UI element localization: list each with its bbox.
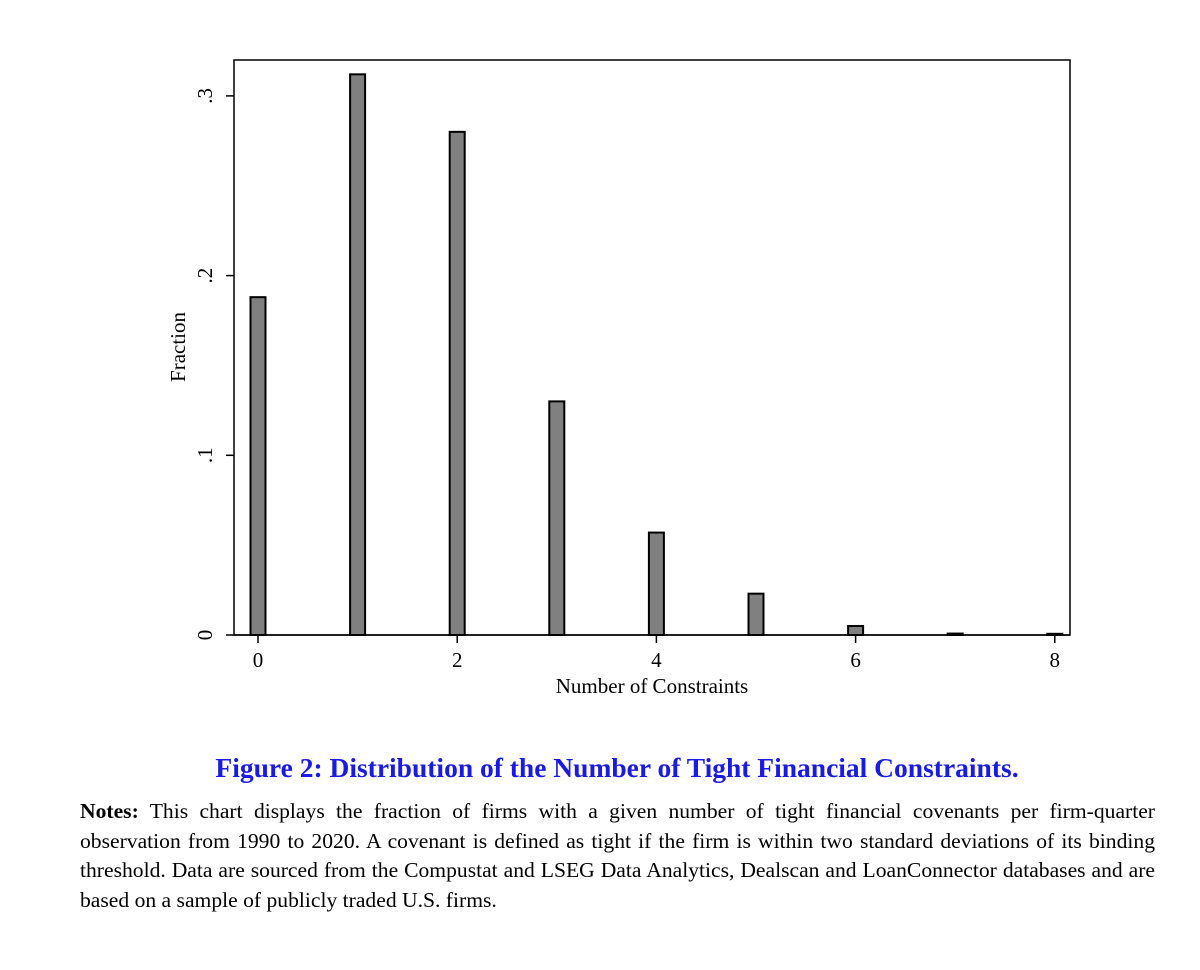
y-tick-label-0: 0 (193, 630, 217, 641)
bar-5 (747, 592, 765, 637)
figure-notes: Notes: This chart displays the fraction … (80, 797, 1155, 915)
x-tick-label-0: 0 (253, 648, 264, 672)
x-axis-title: Number of Constraints (556, 674, 748, 698)
bar-chart: 0 2 4 6 8 0 .1 .2 .3 Number of Constraints Frac… (166, 59, 1071, 698)
figure-caption-title: Figure 2: Distribution of the Number of … (215, 752, 1019, 783)
bars-layer (249, 73, 1064, 637)
x-tick-label-2: 2 (452, 648, 463, 672)
bar-2 (448, 130, 466, 636)
x-axis: 0 2 4 6 8 (234, 634, 1070, 672)
y-axis-title: Fraction (166, 312, 190, 382)
notes-text: This chart displays the fraction of firm… (80, 799, 1155, 912)
bar-0 (249, 296, 267, 636)
x-tick-label-8: 8 (1050, 648, 1061, 672)
x-tick-label-4: 4 (651, 648, 662, 672)
bar-1 (349, 73, 367, 636)
y-tick-label-0_2: .2 (193, 268, 217, 284)
x-tick-label-6: 6 (850, 648, 861, 672)
bar-6 (847, 625, 865, 637)
y-tick-label-0_1: .1 (193, 447, 217, 463)
bar-4 (647, 531, 665, 636)
notes-label: Notes: (80, 799, 139, 823)
y-axis: 0 .1 .2 .3 (193, 88, 234, 640)
bar-3 (548, 400, 566, 637)
y-tick-label-0_3: .3 (193, 88, 217, 104)
